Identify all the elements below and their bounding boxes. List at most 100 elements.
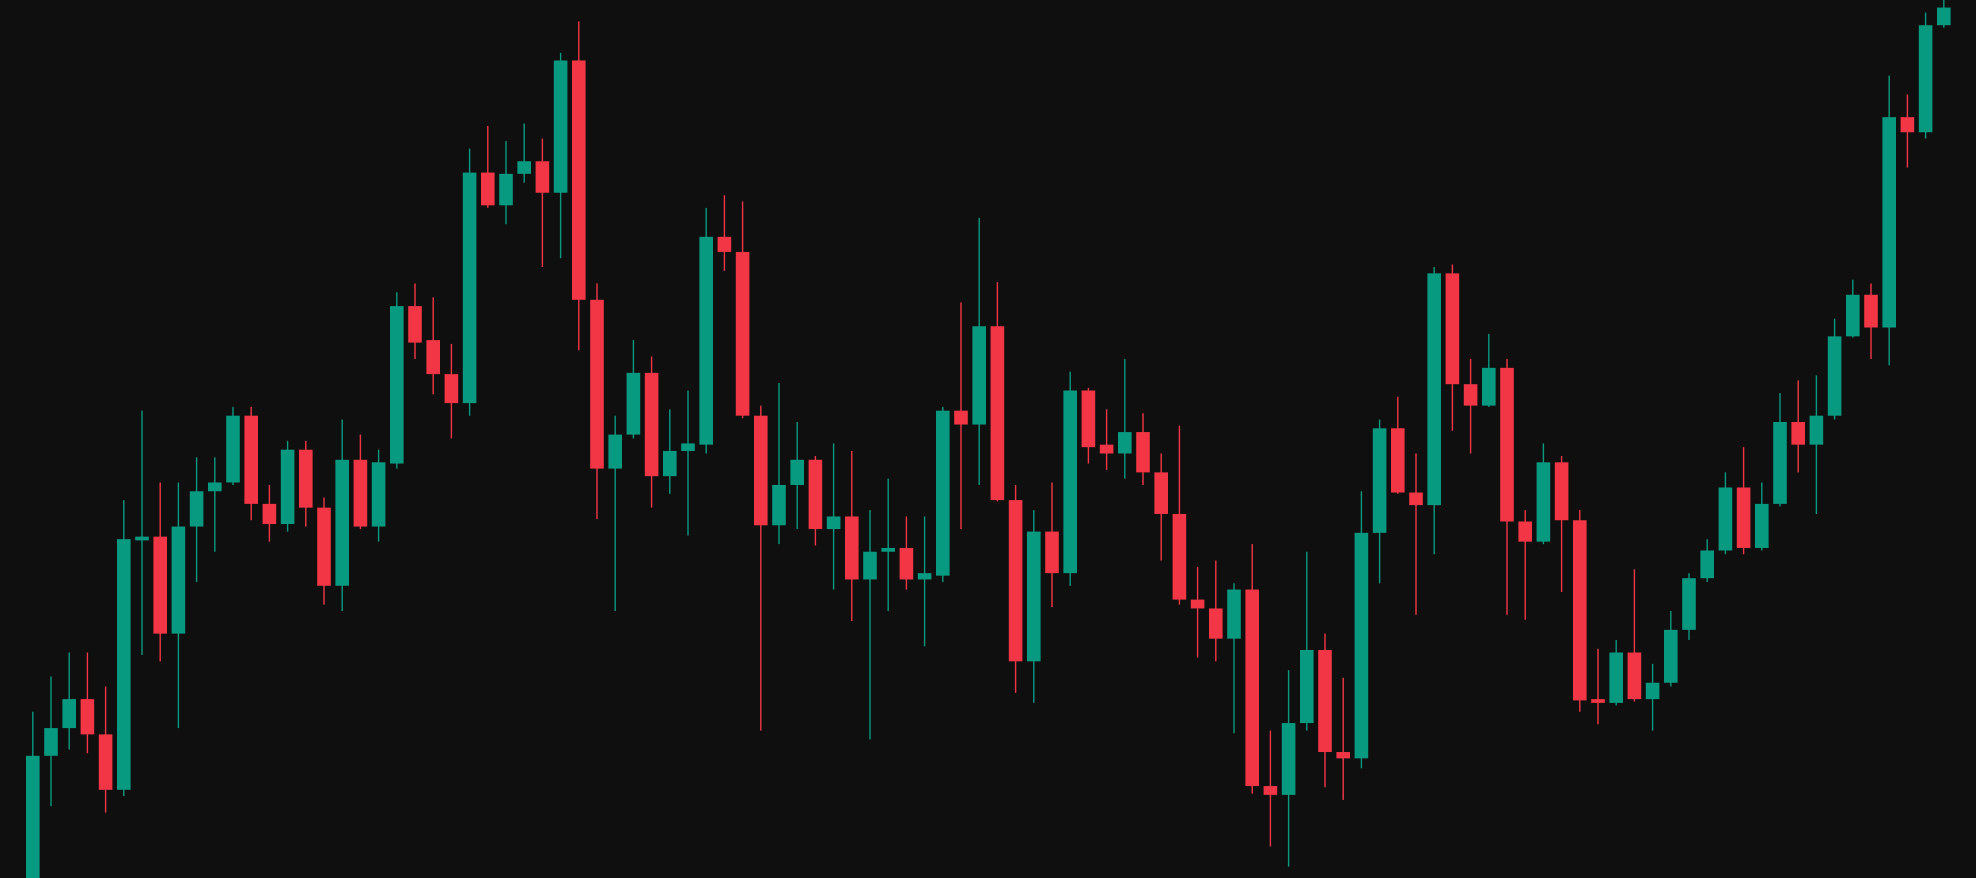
candle-body [1882,117,1896,328]
candle-body [1063,390,1077,574]
candle-body [1773,421,1787,504]
candle-body [1627,652,1642,700]
candle-body [1081,390,1096,448]
candle-body [754,415,768,526]
candle-body [26,755,40,878]
candle-body [699,236,713,445]
candle-body [535,161,550,193]
candle-body [1300,649,1314,724]
candle-body [808,459,823,530]
candle-body [226,415,240,483]
candle-body [1554,462,1569,521]
candle-body [1445,273,1460,385]
candle-body [1008,500,1023,662]
candle-body [1172,513,1187,600]
candle-body [1573,520,1587,701]
candle-body [608,434,622,469]
candle-body [462,172,477,404]
candle-body [1245,589,1259,787]
candle-body [1664,629,1678,683]
candle-body [1099,444,1114,454]
candle-body [408,306,422,343]
candle-body [1827,336,1842,416]
candle-body [553,60,568,193]
candle-body [62,699,76,729]
candle-body [335,459,349,586]
candle-body [1864,294,1878,328]
candle-body [80,699,95,735]
candle-body [44,728,58,756]
candle-body [735,251,750,416]
candle-body [1900,117,1915,133]
candle-body [1846,294,1860,337]
candle-body [954,410,968,425]
candle-body [972,326,986,425]
candle-body [1391,428,1405,493]
candle-body [135,536,149,541]
candle-body [1718,487,1733,551]
candle-body [1118,432,1132,454]
candle-body [317,507,331,586]
candle-body [717,236,732,252]
candle-body [1045,531,1059,574]
candle-body [790,459,804,485]
candle-body [1409,492,1423,506]
candle-body [572,60,586,300]
candle-body [153,536,167,634]
candle-body [590,299,604,469]
candles [26,0,1951,878]
candle-body [1227,589,1241,639]
candle-body [517,161,531,174]
candle-body [444,374,459,404]
candle-body [1463,384,1478,406]
candle-body [826,516,841,530]
candle-body [845,516,859,580]
candle-body [1318,649,1332,753]
candle-body [98,734,113,790]
candle-body [1736,487,1751,548]
candle-body [1755,503,1769,548]
candle-body [1263,786,1278,795]
candle-body [1427,273,1441,506]
candle-body [1336,752,1350,759]
candle-body [1190,599,1205,609]
candle-body [1791,421,1805,445]
candle-body [299,449,313,508]
candle-body [1482,367,1496,406]
candle-body [117,539,131,790]
candle-body [936,410,950,576]
candle-body [772,484,786,526]
candle-body [499,173,513,206]
candle-body [644,372,659,477]
candle-body [681,443,695,451]
candle-body [863,551,877,580]
candle-body [353,459,368,527]
candle-body [626,372,641,435]
candle-body [1372,428,1387,533]
candle-body [1536,462,1551,542]
candle-body [990,326,1005,501]
candle-body [1809,415,1824,445]
candle-body [371,462,386,527]
candle-body [208,482,222,492]
candle-body [171,526,186,634]
candle-body [189,491,204,527]
candle-body [390,306,404,464]
candle-body [899,547,914,580]
candle-body [1154,472,1168,514]
candle-body [426,340,440,375]
candle-body [1518,521,1532,542]
candle-body [1281,723,1296,795]
candle-body [663,450,677,477]
candle-body [481,172,495,206]
candle-body [1609,652,1623,703]
candle-body [1209,608,1223,639]
candle-body [1591,699,1605,703]
candle-body [1645,682,1660,700]
candle-body [1136,432,1150,473]
candle-body [917,573,932,580]
candle-body [1700,550,1714,579]
